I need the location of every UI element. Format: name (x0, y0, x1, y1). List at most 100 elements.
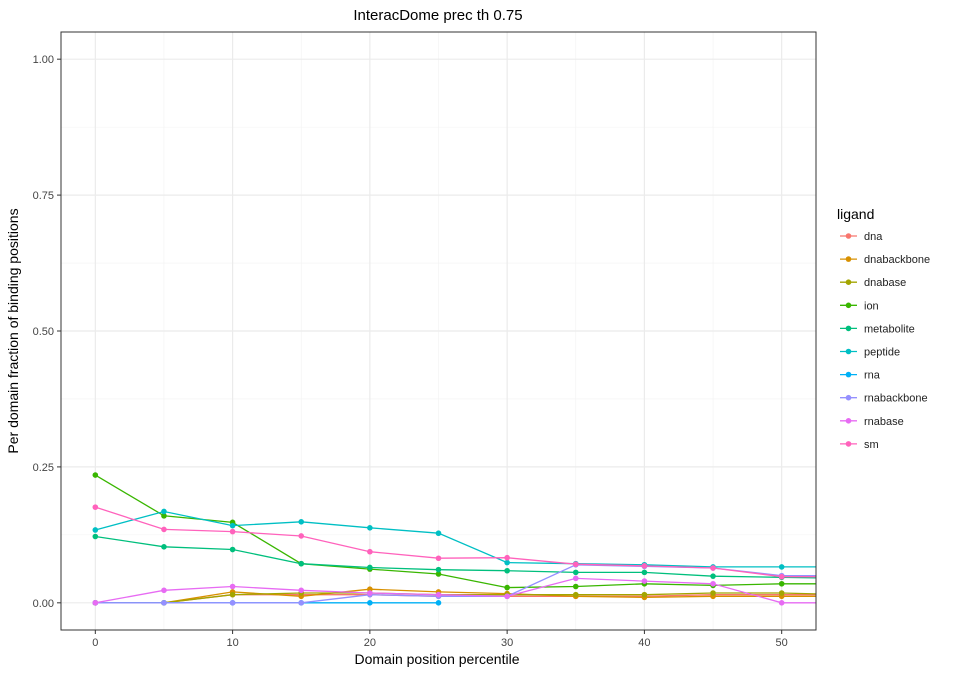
data-point-sm (504, 554, 510, 561)
legend-key-point (845, 441, 852, 447)
data-point-rnabase (367, 590, 373, 596)
legend-label: peptide (864, 347, 900, 359)
data-point-rnabackbone (161, 600, 167, 606)
series-line-metabolite (95, 535, 816, 579)
series-metabolite (92, 533, 854, 582)
data-point-peptide (435, 530, 442, 537)
data-point-sm (298, 533, 305, 539)
series-peptide (92, 508, 854, 570)
data-point-sm (367, 548, 373, 555)
legend-label: dnabackbone (864, 254, 930, 266)
data-point-rnabase (298, 587, 305, 594)
data-point-dnabase (778, 590, 785, 596)
data-point-rnabase (848, 600, 854, 606)
y-tick-label: 0.00 (33, 598, 54, 610)
legend: ligand dna dnabackbone dnabase ion metabolit… (837, 206, 930, 451)
data-point-sm (778, 573, 785, 580)
data-point-rnabase (504, 593, 510, 600)
data-point-rnabase (710, 580, 716, 587)
data-point-metabolite (367, 564, 373, 571)
data-point-sm (229, 528, 236, 535)
x-tick-label: 30 (501, 637, 513, 649)
data-point-dnabase (641, 591, 648, 598)
data-point-ion (572, 583, 579, 590)
x-axis-title: Domain position percentile (355, 651, 520, 667)
data-point-metabolite (848, 576, 854, 582)
legend-item-peptide: peptide (840, 347, 900, 359)
data-point-metabolite (641, 569, 648, 576)
legend-key-point (845, 256, 852, 262)
data-point-sm (710, 565, 716, 571)
legend-item-rna: rna (840, 370, 881, 382)
data-point-peptide (298, 519, 305, 525)
data-point-ion (92, 472, 99, 478)
series-dna (92, 591, 816, 606)
x-tick-label: 40 (638, 637, 650, 649)
legend-key-point (845, 348, 852, 355)
y-tick-label: 0.50 (33, 326, 54, 338)
data-point-rnabase (778, 600, 785, 606)
legend-item-rnabase: rnabase (840, 416, 904, 428)
series-rnabase (92, 575, 854, 606)
series-sm (92, 504, 816, 580)
legend-label: dnabase (864, 277, 906, 289)
legend-label: ion (864, 300, 879, 312)
series-line-peptide (95, 510, 816, 568)
data-point-rnabase (641, 578, 648, 584)
data-point-sm (92, 504, 99, 510)
legend-item-metabolite: metabolite (840, 323, 915, 335)
legend-item-dnabase: dnabase (840, 277, 906, 289)
data-point-metabolite (161, 544, 167, 550)
y-axis-title: Per domain fraction of binding positions (5, 208, 21, 453)
x-tick-label: 20 (364, 637, 376, 649)
legend-label: sm (864, 439, 879, 451)
legend-item-ion: ion (840, 300, 879, 312)
data-point-metabolite (572, 569, 579, 576)
data-point-dnabase (848, 592, 854, 598)
data-point-rnabase (229, 583, 236, 590)
legend-item-dna: dna (840, 231, 883, 243)
data-point-sm (161, 526, 167, 533)
data-point-metabolite (435, 566, 442, 573)
x-tick-label: 50 (776, 637, 788, 649)
legend-label: rna (864, 370, 881, 382)
grid (61, 32, 816, 630)
y-tick-label: 1.00 (33, 54, 54, 66)
data-point-peptide (504, 559, 510, 566)
data-point-rnabackbone (229, 600, 236, 606)
legend-key-point (845, 325, 852, 332)
data-point-ion (435, 571, 442, 577)
data-point-metabolite (229, 546, 236, 553)
data-point-sm (435, 555, 442, 562)
axes: 0 10 20 30 40 50 0.00 0.25 0.50 0.75 1.00 (33, 54, 788, 649)
legend-items: dna dnabackbone dnabase ion metabolite peptid… (840, 231, 930, 451)
data-point-metabolite (504, 567, 510, 574)
series-rnabackbone (92, 561, 816, 606)
data-point-peptide (367, 524, 373, 531)
data-point-dnabase (229, 591, 236, 598)
legend-key-point (845, 279, 852, 286)
data-point-ion (778, 580, 785, 587)
series-line-rnabase (95, 577, 816, 604)
legend-item-sm: sm (840, 439, 879, 451)
data-point-ion (161, 513, 167, 519)
legend-label: dna (864, 231, 883, 243)
legend-item-rnabackbone: rnabackbone (840, 393, 928, 405)
data-point-sm (572, 561, 579, 568)
x-tick-label: 10 (226, 637, 238, 649)
series-line-dnabackbone (95, 588, 816, 604)
data-point-rnabase (92, 600, 99, 606)
x-tick-label: 0 (92, 637, 98, 649)
series-line-sm (95, 506, 816, 578)
y-tick-label: 0.25 (33, 462, 54, 474)
data-point-ion (848, 581, 854, 587)
series-line-dnabase (95, 592, 816, 604)
data-point-peptide (229, 522, 236, 529)
data-point-rnabase (161, 587, 167, 594)
legend-label: rnabackbone (864, 393, 928, 405)
data-point-peptide (848, 564, 854, 570)
plot-panel (60, 31, 854, 631)
data-point-rnabackbone (298, 600, 305, 606)
data-point-rnabase (572, 575, 579, 582)
